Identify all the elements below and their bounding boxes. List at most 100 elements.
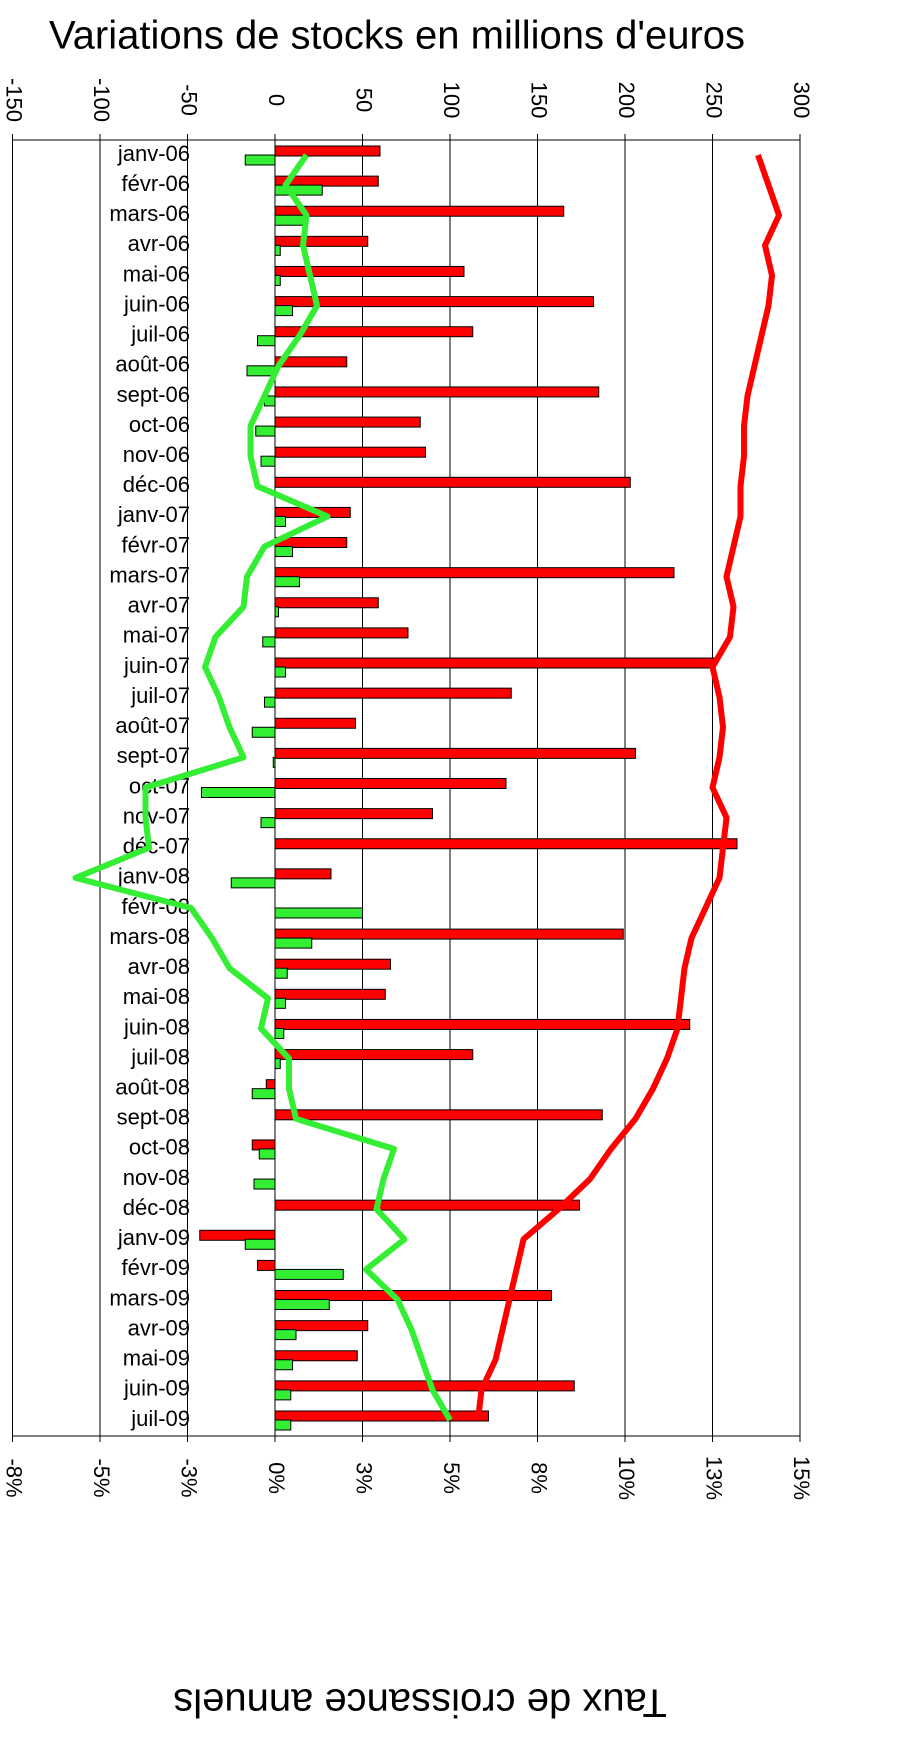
bar [274,997,286,1009]
x2-tick-label: 13% [702,1456,727,1500]
x-tick-label: -50 [177,84,202,116]
bar [274,627,409,639]
bar [230,877,276,889]
category-label: juin-09 [123,1376,190,1401]
bar [274,1268,344,1280]
bar [274,1320,369,1332]
category-label: août-06 [115,352,190,377]
bar [251,726,276,738]
bar [201,787,276,798]
bar [274,1027,285,1039]
x2-tick-label: 3% [352,1462,377,1494]
category-label: janv-07 [117,502,190,527]
bar [199,1229,276,1241]
x2-tick-label: 8% [527,1462,552,1494]
bar [251,1088,276,1100]
bar [274,576,300,588]
bar [274,214,307,226]
category-label: déc-08 [123,1195,190,1220]
bar [274,1109,603,1121]
bar [274,717,356,729]
bar [274,515,286,527]
bar [274,1329,297,1341]
category-label: avr-08 [128,954,190,979]
x-tick-label: 50 [352,88,377,112]
bar [274,1049,474,1061]
bar [274,1058,281,1070]
bar [260,455,276,467]
bar [274,747,636,759]
category-label: juin-08 [123,1014,190,1039]
category-label: juil-06 [130,322,190,347]
bar [274,606,279,618]
bar [274,838,738,850]
line [72,153,453,1422]
bar [272,756,276,768]
category-label: févr-07 [122,532,190,557]
category-label: juin-07 [123,653,190,678]
category-label: mai-09 [123,1346,190,1371]
bar [274,356,348,368]
x-tick-label: -100 [89,78,114,122]
x2-tick-label: 15% [789,1456,814,1500]
x2-axis-title: Taux de croissance annuels [173,1680,667,1724]
category-label: mars-09 [109,1285,190,1310]
category-label: avr-06 [128,231,190,256]
x2-tick-label: -8% [2,1458,27,1497]
category-label: mai-08 [123,984,190,1009]
category-label: mars-07 [109,562,190,587]
bar [274,235,369,247]
x2-tick-label: 0% [264,1462,289,1494]
bar [274,386,600,398]
bar [244,1238,276,1250]
bar [274,476,631,488]
bar [274,1199,580,1211]
category-label: mars-06 [109,201,190,226]
category-label: nov-07 [123,803,190,828]
bar [255,425,276,437]
bar [274,244,281,256]
bar [274,265,465,277]
bar [260,817,276,829]
bar [253,1178,276,1190]
bar [274,1299,330,1311]
category-label: févr-06 [122,171,190,196]
bar [274,205,565,217]
bar [274,1389,292,1401]
category-label: sept-06 [117,382,190,407]
x-tick-label: -150 [2,78,27,122]
bar [274,326,474,338]
bar [274,657,715,669]
bar [274,416,421,428]
bar [274,175,379,187]
x2-tick-label: -3% [177,1458,202,1497]
bar [274,446,426,458]
bar [274,778,507,789]
category-label: nov-06 [123,442,190,467]
bar [274,274,281,286]
category-label: déc-06 [123,472,190,497]
bar [274,868,332,880]
category-label: janv-09 [117,1225,190,1250]
category-label: janv-08 [117,864,190,889]
bar [274,184,323,196]
x2-tick-label: 10% [614,1456,639,1500]
category-label: janv-06 [117,141,190,166]
category-label: oct-06 [129,412,190,437]
bar [274,1419,292,1431]
bar [274,687,512,699]
x-tick-label: 200 [614,82,639,119]
x-tick-label: 100 [439,82,464,119]
bar [274,1018,691,1030]
category-label: mai-07 [123,623,190,648]
x2-tick-label: -5% [89,1458,114,1497]
line [475,154,782,1421]
category-label: mars-08 [109,924,190,949]
bar [274,907,363,919]
bar [274,1359,293,1371]
bar [258,1148,276,1160]
category-label: juil-08 [130,1044,190,1069]
